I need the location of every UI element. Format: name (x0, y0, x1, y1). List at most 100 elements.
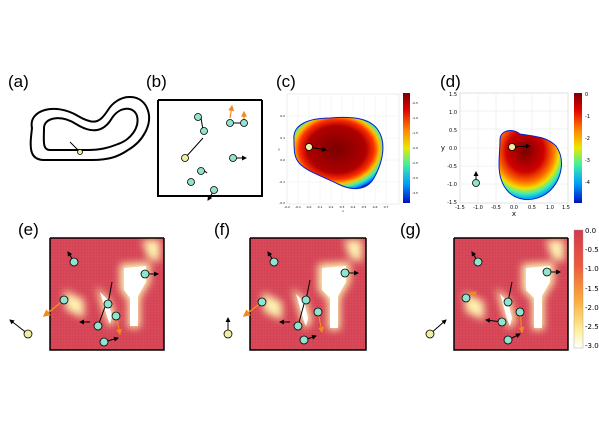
panel-e-field (9, 237, 165, 351)
panel-c-ylabel: y (278, 147, 280, 151)
panel-c-cbar-tick: -0.5 (412, 101, 418, 105)
panel-c-x-tick: 0.5 (362, 205, 367, 209)
panel-g-colorbar (573, 229, 584, 349)
panel-c-cbar-tick: -2.5 (412, 161, 418, 165)
agent (187, 178, 195, 186)
panel-label-c: (c) (276, 72, 296, 91)
agent (140, 269, 150, 279)
panel-label-e: (e) (18, 220, 39, 239)
agent (69, 257, 79, 267)
ego-agent (305, 143, 313, 151)
panel-d-x-tick: 0.5 (528, 205, 536, 211)
agent (59, 295, 69, 305)
panel-label-b: (b) (146, 72, 167, 91)
agent (503, 335, 513, 345)
panel-b-agents (157, 99, 263, 201)
agent (226, 119, 234, 127)
panel-a-track (29, 96, 150, 161)
agent (340, 268, 350, 278)
panel-d-x-tick: 0.0 (510, 205, 518, 211)
agent (503, 297, 513, 307)
agent (210, 186, 218, 194)
panel-c-cbar-tick: -3.0 (412, 176, 418, 180)
panel-c-x-tick: 0.2 (329, 205, 334, 209)
ego-agent (508, 143, 516, 151)
panel-g-cbar-tick: -0.5 (585, 246, 599, 254)
panel-c-y-tick: -0.2 (279, 201, 285, 205)
panel-c-x-tick: -0.1 (295, 205, 301, 209)
agent (313, 307, 323, 317)
panel-g-cbar-tick: -2.5 (585, 323, 599, 331)
agent (194, 113, 202, 121)
ego-agent (23, 329, 33, 339)
panel-c-colorbar (403, 93, 410, 203)
agent (111, 311, 121, 321)
panel-g-cbar-tick: -3.0 (585, 342, 599, 350)
panel-d-x-tick: -1.5 (455, 205, 465, 211)
agent (93, 321, 103, 331)
panel-d-colorbar (574, 93, 582, 203)
agent (515, 307, 525, 317)
panel-g-cbar-tick: -1.5 (585, 285, 599, 293)
panel-c-cbar-tick: -1.0 (412, 116, 418, 120)
panel-f-field (223, 237, 367, 351)
panel-c-x-tick: 0.3 (340, 205, 345, 209)
panel-c-x-tick: 0.4 (351, 205, 356, 209)
panel-c-x-tick: 0.0 (307, 205, 312, 209)
panel-g-cbar-tick: -1.0 (585, 265, 599, 273)
panel-d-cbar-tick: -4 (585, 180, 590, 186)
panel-d-cbar-tick: 0 (585, 92, 588, 98)
panel-d-x-tick: 1.0 (546, 205, 554, 211)
panel-c-xlabel: x (342, 209, 344, 213)
panel-d-ylabel: y (441, 144, 445, 152)
ego-agent (181, 154, 189, 162)
panel-g-cbar-tick: -2.0 (585, 304, 599, 312)
panel-c-cbar-tick: -3.5 (412, 191, 418, 195)
agent (299, 335, 309, 345)
panel-d-x-tick: -1.0 (473, 205, 483, 211)
panel-d-y-tick: 1.5 (449, 92, 457, 98)
panel-c-y-tick: -0.1 (279, 180, 285, 184)
panel-label-g: (g) (400, 220, 421, 239)
panel-label-d: (d) (440, 72, 461, 91)
panel-c-x-tick: 0.6 (373, 205, 378, 209)
panel-d-cbar-tick: -2 (585, 136, 590, 142)
agent (472, 179, 480, 187)
track-car (77, 149, 83, 155)
agent (200, 127, 208, 135)
agent (257, 297, 267, 307)
panel-c-heatmap: -0.2 -0.1 0.0 0.1 0.2 0.3 0.4 0.5 0.6 0.… (278, 93, 418, 213)
agent (497, 317, 507, 327)
panel-c-y-tick: 0.1 (280, 136, 285, 140)
panel-c-cbar-tick: -2.0 (412, 146, 418, 150)
panel-d-x-tick: 1.5 (562, 205, 570, 211)
panel-d-cbar-tick: -1 (585, 114, 590, 120)
agent (461, 293, 471, 303)
panel-c-y-tick: 0.0 (280, 158, 285, 162)
agent (240, 119, 248, 127)
panel-d-xlabel: x (512, 210, 516, 218)
panel-d-x-tick: -0.5 (491, 205, 501, 211)
panel-d-y-tick: -0.5 (447, 164, 457, 170)
panel-d-y-tick: 0.5 (449, 128, 457, 134)
panel-d-heatmap: -1.5 -1.0 -0.5 0.0 0.5 1.0 1.5 x 1.5 1.0… (441, 92, 590, 218)
agent (103, 299, 113, 309)
panel-label-f: (f) (214, 220, 231, 239)
agent (229, 154, 237, 162)
panel-d-cbar-tick: -3 (585, 158, 590, 164)
panel-c-y-tick: 0.2 (280, 114, 285, 118)
panel-d-y-tick: 0.0 (449, 146, 457, 152)
panel-c-cbar-tick: -1.5 (412, 131, 418, 135)
agent (542, 267, 552, 277)
agent (473, 257, 483, 267)
agent (301, 295, 311, 305)
panel-g-field: 0.0 -0.5 -1.0 -1.5 -2.0 -2.5 -3.0 (425, 227, 599, 351)
panel-d-y-tick: -1.5 (447, 200, 457, 206)
panel-c-x-tick: -0.2 (284, 205, 290, 209)
agent (197, 167, 205, 175)
agent (293, 321, 303, 331)
panel-c-x-tick: 0.1 (318, 205, 323, 209)
panel-g-cbar-tick: 0.0 (585, 227, 596, 235)
panel-d-y-tick: -1.0 (447, 182, 457, 188)
